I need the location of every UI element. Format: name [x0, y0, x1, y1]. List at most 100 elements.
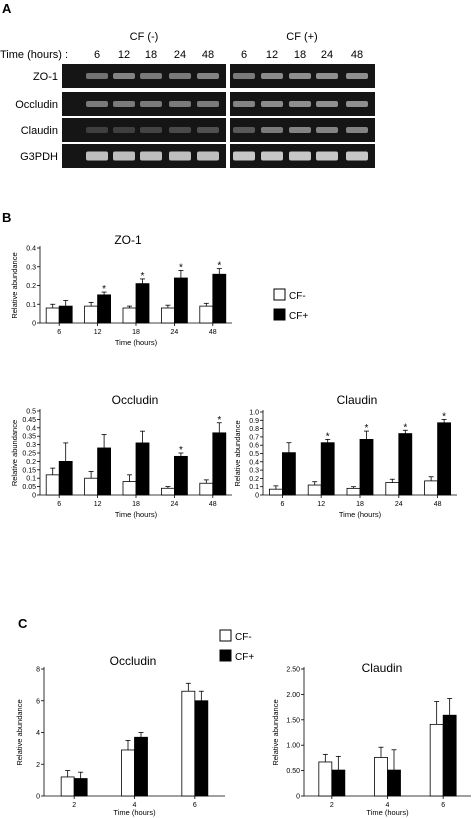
x-tick-label: 6 — [193, 802, 197, 809]
y-tick-label: 0.35 — [22, 434, 36, 441]
gel-band — [113, 151, 135, 161]
y-tick-label: 0.6 — [249, 443, 259, 450]
y-tick-label: 0.1 — [26, 302, 36, 309]
y-tick-label: 0.3 — [26, 264, 36, 271]
gel-group-label: CF (+) — [286, 31, 317, 43]
gel-lane-label: 48 — [202, 49, 214, 61]
y-tick-label: 1.00 — [286, 743, 300, 750]
bar-cf-minus — [318, 761, 333, 797]
gel-lane-label: 12 — [118, 49, 130, 61]
gel-lane-label: 6 — [241, 49, 247, 61]
chart-claudin-b: Claudin 0 0.10.20.3 0.40.50.6 0.70.80.91.0 Re… — [233, 393, 457, 519]
gel-band — [169, 101, 191, 107]
bar-cf-minus — [199, 482, 214, 496]
legend-label: CF+ — [289, 311, 308, 322]
gel-lane-label: 6 — [94, 49, 100, 61]
bar-cf-plus — [359, 438, 374, 496]
gel-band — [233, 101, 255, 107]
significance-star: * — [179, 445, 183, 456]
y-tick-label: 6 — [36, 698, 40, 705]
y-tick-label: 0.15 — [22, 467, 36, 474]
gel-band — [113, 101, 135, 107]
significance-star: * — [217, 261, 221, 272]
bar-cf-minus — [160, 487, 175, 496]
significance-star: * — [102, 284, 106, 295]
x-tick-label: 6 — [57, 501, 61, 508]
x-tick-label: 2 — [330, 802, 334, 809]
x-tick-label: 6 — [441, 802, 445, 809]
x-axis-label: Time (hours) — [113, 808, 156, 817]
bar-cf-minus — [84, 477, 98, 496]
gel-row-label: ZO-1 — [33, 71, 58, 83]
bar-cf-minus — [181, 690, 196, 797]
gel-row-label: Occludin — [15, 99, 58, 111]
gel-lane-label: 48 — [351, 49, 363, 61]
y-axis-label: Relative abundance — [15, 699, 24, 765]
gel-band — [140, 73, 162, 79]
bar-cf-plus — [97, 447, 111, 496]
y-tick-label: 4 — [36, 730, 40, 737]
legend-label: CF+ — [235, 652, 254, 663]
x-tick-label: 24 — [171, 501, 179, 508]
gel-band — [289, 73, 311, 79]
panel-c-letter: C — [18, 616, 28, 631]
gel-band — [346, 127, 368, 133]
x-tick-label: 6 — [280, 501, 284, 508]
gel-band — [197, 151, 219, 161]
y-tick-label: 0 — [32, 321, 36, 328]
chart-title: Claudin — [337, 393, 378, 407]
bar-cf-plus — [135, 442, 150, 496]
x-tick-label: 48 — [209, 329, 217, 336]
significance-star: * — [179, 263, 183, 274]
legend-label: CF- — [289, 291, 306, 302]
y-tick-label: 0.50 — [286, 768, 300, 775]
gel-band — [113, 73, 135, 79]
bar-cf-minus — [268, 488, 283, 496]
gel-band — [197, 127, 219, 133]
bar-cf-minus — [199, 305, 214, 324]
gel-lane-label: 18 — [145, 49, 157, 61]
x-tick-label: 2 — [72, 802, 76, 809]
x-tick-label: 12 — [94, 501, 102, 508]
gel-row-label: Claudin — [21, 125, 58, 137]
chart-occludin-b: Occludin 0 0.050.1 0.150.20.25 0.30.35 0.40.4… — [10, 393, 232, 519]
chart-zo1: ZO-1 0 0.1 0.2 0.3 0.4 Relative abundance Time … — [10, 233, 232, 347]
chart-title: ZO-1 — [114, 233, 142, 247]
bar-cf-plus — [281, 452, 296, 496]
gel-band — [289, 101, 311, 107]
x-tick-label: 12 — [94, 329, 102, 336]
gel-band — [316, 151, 338, 161]
bar-cf-plus — [437, 422, 452, 496]
x-tick-label: 18 — [132, 329, 140, 336]
y-tick-label: 0.05 — [22, 484, 36, 491]
y-tick-label: 0.5 — [249, 451, 259, 458]
gel-band — [86, 101, 108, 107]
chart-title: Occludin — [110, 654, 157, 668]
bar-cf-minus — [424, 480, 439, 496]
gel-band — [233, 151, 255, 161]
y-tick-label: 2 — [36, 762, 40, 769]
gel-band — [197, 101, 219, 107]
significance-star: * — [365, 423, 369, 434]
gel-band — [316, 127, 338, 133]
bar-cf-plus — [194, 700, 209, 797]
gel-band — [169, 151, 191, 161]
gel-band — [140, 151, 162, 161]
gel-row-label: G3PDH — [20, 151, 58, 163]
bar-cf-minus — [45, 307, 60, 324]
bar-cf-minus — [60, 776, 75, 797]
bar-cf-plus — [73, 778, 88, 797]
gel-band — [113, 127, 135, 133]
gel-band — [86, 127, 108, 133]
y-tick-label: 1.50 — [286, 717, 300, 724]
gel-band — [289, 151, 311, 161]
chart-title: Occludin — [112, 393, 159, 407]
gel-panel: CF (-) 6 12 18 24 48 CF (+) 6 12 18 24 48 Time (hour… — [0, 31, 375, 168]
x-axis-label: Time (hours) — [366, 808, 409, 817]
y-axis-label: Relative abundance — [10, 252, 19, 318]
gel-lane-label: 24 — [321, 49, 333, 61]
y-tick-label: 0.8 — [249, 426, 259, 433]
x-tick-label: 24 — [171, 329, 179, 336]
legend-label: CF- — [235, 632, 252, 643]
